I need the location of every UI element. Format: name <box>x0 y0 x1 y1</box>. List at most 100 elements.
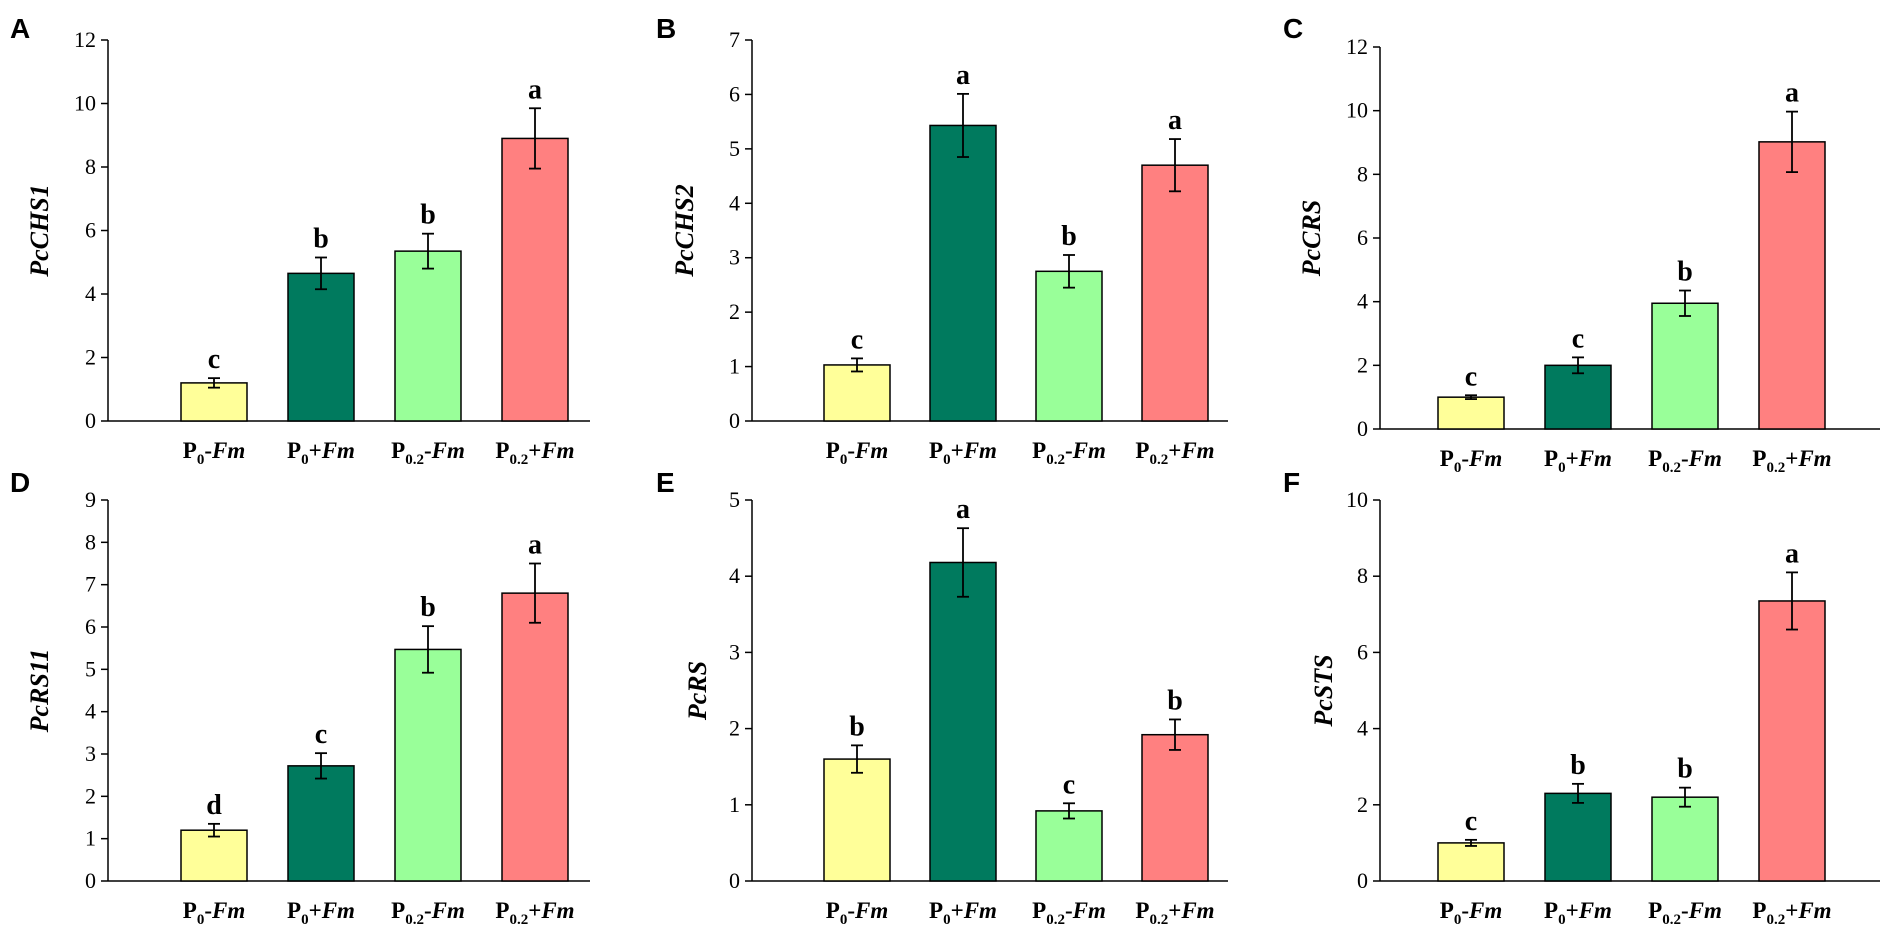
bar <box>823 364 891 422</box>
category-subscript: 0.2 <box>1149 452 1168 468</box>
significance-letter: c <box>1465 361 1477 392</box>
significance-letter: c <box>1465 806 1477 837</box>
y-axis-title: PcRS11 <box>25 649 54 734</box>
category-treatment: Fm <box>963 438 997 463</box>
bar <box>1758 141 1826 430</box>
category-subscript: 0 <box>943 452 951 468</box>
y-tick-label: 1 <box>729 354 740 379</box>
category-sign: - <box>1065 898 1073 923</box>
y-tick-label: 0 <box>729 408 740 433</box>
category-base: P <box>495 438 509 463</box>
category-treatment: Fm <box>431 898 465 923</box>
category-sign: + <box>309 898 322 923</box>
panel-f: F0246810PcSTScP0-FmbP0+FmbP0.2-FmaP0.2+F… <box>1283 467 1880 928</box>
category-subscript: 0 <box>1454 460 1462 476</box>
y-tick-label: 2 <box>85 345 96 370</box>
y-tick-label: 1 <box>85 826 96 851</box>
significance-letter: b <box>1167 685 1183 716</box>
bar <box>394 250 462 422</box>
y-axis-title: PcSTS <box>1309 654 1338 727</box>
category-subscript: 0.2 <box>1766 912 1785 928</box>
panel-letter: A <box>10 13 30 44</box>
y-tick-label: 4 <box>729 563 740 588</box>
x-category-label: P0.2-Fm <box>391 438 465 468</box>
panel-letter: F <box>1283 467 1300 498</box>
x-category-label: P0-Fm <box>1440 446 1502 476</box>
x-category-label: P0+Fm <box>287 438 355 468</box>
category-sign: - <box>1461 446 1469 471</box>
y-tick-label: 8 <box>1357 563 1368 588</box>
x-category-label: P0+Fm <box>287 898 355 928</box>
y-tick-label: 5 <box>729 136 740 161</box>
category-subscript: 0 <box>1558 460 1566 476</box>
significance-letter: b <box>1677 754 1693 785</box>
bar <box>1141 733 1209 882</box>
y-tick-label: 6 <box>85 218 96 243</box>
category-treatment: Fm <box>1797 446 1831 471</box>
category-subscript: 0 <box>840 452 848 468</box>
bar <box>1651 796 1719 882</box>
category-base: P <box>1032 438 1046 463</box>
y-tick-label: 0 <box>85 868 96 893</box>
y-tick-label: 8 <box>85 154 96 179</box>
x-category-label: P0.2-Fm <box>1032 438 1106 468</box>
y-tick-label: 0 <box>729 868 740 893</box>
panel-letter: E <box>656 467 675 498</box>
y-axis-title: PcRS <box>683 661 712 721</box>
significance-letter: a <box>956 60 970 91</box>
category-subscript: 0 <box>301 912 309 928</box>
x-category-label: P0.2+Fm <box>495 438 574 468</box>
panel-letter: B <box>656 13 676 44</box>
category-base: P <box>495 898 509 923</box>
category-treatment: Fm <box>1688 898 1722 923</box>
category-sign: + <box>309 438 322 463</box>
bar <box>1544 364 1612 430</box>
bar <box>180 382 248 422</box>
category-subscript: 0 <box>301 452 309 468</box>
category-base: P <box>391 898 405 923</box>
significance-letter: b <box>1570 750 1586 781</box>
category-treatment: Fm <box>1578 446 1612 471</box>
y-tick-label: 6 <box>1357 639 1368 664</box>
y-tick-label: 8 <box>85 529 96 554</box>
category-sign: + <box>1168 898 1181 923</box>
category-sign: + <box>951 898 964 923</box>
category-base: P <box>183 898 197 923</box>
y-tick-label: 8 <box>1357 161 1368 186</box>
category-sign: - <box>1681 898 1689 923</box>
x-category-label: P0.2+Fm <box>1752 898 1831 928</box>
category-base: P <box>929 438 943 463</box>
x-category-label: P0+Fm <box>1544 446 1612 476</box>
y-tick-label: 4 <box>85 281 96 306</box>
category-base: P <box>1135 898 1149 923</box>
y-tick-label: 4 <box>1357 716 1368 741</box>
bar <box>1437 842 1505 882</box>
category-sign: + <box>1566 446 1579 471</box>
category-treatment: Fm <box>854 438 888 463</box>
category-base: P <box>1440 446 1454 471</box>
category-base: P <box>1544 446 1558 471</box>
category-sign: - <box>204 898 212 923</box>
category-sign: - <box>424 438 432 463</box>
y-tick-label: 5 <box>729 487 740 512</box>
category-base: P <box>1648 446 1662 471</box>
y-axis-title: PcCRS <box>1297 200 1326 278</box>
y-axis-title: PcCHS1 <box>25 184 54 277</box>
category-sign: - <box>1681 446 1689 471</box>
category-treatment: Fm <box>1072 898 1106 923</box>
category-sign: + <box>1785 898 1798 923</box>
significance-letter: b <box>313 223 329 254</box>
category-base: P <box>391 438 405 463</box>
bar <box>180 829 248 882</box>
y-tick-label: 9 <box>85 487 96 512</box>
category-subscript: 0.2 <box>1046 912 1065 928</box>
category-treatment: Fm <box>211 898 245 923</box>
y-tick-label: 6 <box>729 81 740 106</box>
bar <box>1141 164 1209 422</box>
category-base: P <box>287 438 301 463</box>
bar <box>287 272 355 422</box>
category-sign: - <box>1065 438 1073 463</box>
significance-letter: b <box>849 711 865 742</box>
category-sign: - <box>204 438 212 463</box>
